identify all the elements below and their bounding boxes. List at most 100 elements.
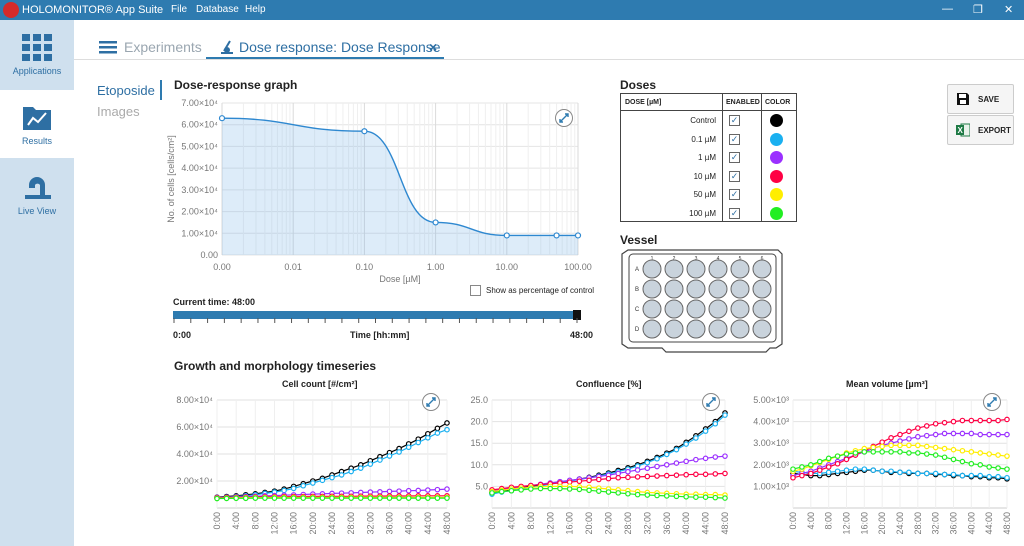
hamburger-icon[interactable] (99, 40, 117, 54)
x-tick-label: 20:00 (308, 512, 318, 535)
export-button[interactable]: X EXPORT (947, 115, 1014, 145)
series-point (498, 488, 505, 495)
mean-volume-title: Mean volume [µm³] (846, 379, 928, 389)
series-point (941, 430, 948, 437)
expand-mean-volume-icon[interactable] (983, 393, 1001, 411)
well (642, 259, 662, 279)
time-slider-handle[interactable] (573, 310, 581, 320)
time-axis-label: Time [hh:mm] (350, 330, 410, 340)
series-point (329, 495, 335, 501)
close-window-icon[interactable]: ✕ (1004, 4, 1014, 16)
dose-enabled-checkbox[interactable]: ✓ (729, 115, 740, 126)
series-point (995, 473, 1001, 480)
menu-help[interactable]: Help (245, 4, 266, 15)
dose-enabled-checkbox[interactable]: ✓ (729, 170, 740, 182)
series-point (941, 419, 948, 426)
x-tick-label: 24:00 (604, 512, 614, 535)
tab-bar: Experiments Dose response: Dose Response… (74, 20, 1024, 60)
sidebar-item-results[interactable]: Results (0, 90, 74, 158)
dose-color-swatch[interactable] (770, 188, 783, 201)
x-tick-label: 48:00 (1002, 512, 1012, 535)
x-tick-label: 40:00 (681, 512, 691, 535)
series-point (722, 453, 728, 459)
series-point (915, 450, 921, 456)
series-point (977, 462, 984, 468)
time-slider-track[interactable] (173, 311, 581, 319)
dose-color-swatch[interactable] (770, 132, 783, 146)
x-tick-label: 24:00 (895, 512, 905, 535)
series-point (663, 462, 670, 468)
microscope-icon (25, 177, 51, 199)
y-tick-label: 6.00×10⁴ (181, 120, 218, 130)
series-point (625, 468, 631, 475)
dose-enabled-checkbox[interactable]: ✓ (729, 152, 740, 163)
dose-color-swatch[interactable] (770, 151, 783, 164)
tab-experiments[interactable]: Experiments (124, 39, 202, 55)
series-point (654, 473, 660, 479)
save-button[interactable]: SAVE (947, 84, 1014, 114)
series-point (950, 446, 957, 453)
series-point (799, 464, 805, 470)
series-point (790, 474, 796, 481)
series-point (986, 431, 992, 438)
series-point (825, 464, 832, 470)
series-point (834, 468, 841, 475)
series-point (405, 444, 412, 451)
series-point (444, 420, 450, 426)
series-point (986, 417, 992, 424)
tab-dose-response[interactable]: Dose response: Dose Response (239, 39, 441, 55)
series-point (977, 417, 984, 424)
series-point (615, 490, 622, 496)
series-point (654, 463, 660, 470)
dose-enabled-checkbox[interactable]: ✓ (729, 189, 740, 200)
series-point (262, 495, 268, 501)
expand-chart-icon[interactable] (555, 109, 573, 127)
close-tab-icon[interactable]: × (429, 39, 438, 55)
well (752, 319, 772, 339)
y-tick-label: 1.00×10³ (753, 481, 789, 491)
apps-grid-icon (22, 34, 52, 61)
expand-confluence-icon[interactable] (702, 393, 720, 411)
series-point (712, 420, 719, 427)
series-point (959, 430, 966, 437)
x-tick-label: 32:00 (931, 512, 941, 535)
sidebar-item-applications[interactable]: Applications (0, 20, 74, 88)
series-point (799, 472, 805, 479)
expand-cell-count-icon[interactable] (422, 393, 440, 411)
series-point (870, 449, 877, 455)
series-point (986, 451, 992, 457)
series-point (396, 495, 402, 501)
dose-color-swatch[interactable] (770, 114, 783, 127)
dose-graph-title: Dose-response graph (174, 78, 298, 92)
y-tick-label: 10.0 (470, 460, 488, 470)
well (708, 299, 728, 319)
x-tick-label: 1.00 (427, 262, 445, 272)
series-point (444, 495, 450, 501)
series-point (683, 441, 689, 447)
minimize-icon[interactable]: — (942, 3, 953, 15)
dose-enabled-checkbox[interactable]: ✓ (729, 133, 740, 145)
x-tick-label: 4:00 (806, 512, 816, 530)
dose-color-swatch[interactable] (770, 206, 783, 220)
series-point (932, 470, 939, 477)
menu-database[interactable]: Database (196, 4, 239, 15)
series-point (281, 495, 287, 501)
menu-file[interactable]: File (171, 4, 188, 15)
y-tick-label: 4.00×10⁴ (181, 163, 218, 173)
cell-count-chart: 2.00×10⁴ 4.00×10⁴ 6.00×10⁴ 8.00×10⁴ 0:00 4:00… (176, 395, 452, 535)
subnav-etoposide[interactable]: Etoposide (97, 83, 155, 98)
sidebar-item-live-view[interactable]: Live View (0, 160, 74, 228)
show-percentage-checkbox[interactable] (470, 285, 481, 296)
series-point (950, 456, 957, 463)
dose-enabled-checkbox[interactable]: ✓ (729, 207, 740, 219)
x-tick-label: 8:00 (250, 512, 260, 530)
well (664, 259, 684, 279)
dose-color-swatch[interactable] (770, 169, 783, 183)
subnav-images[interactable]: Images (97, 104, 140, 119)
restore-icon[interactable]: ❐ (973, 4, 983, 16)
series-point (367, 461, 374, 467)
series-point (405, 487, 412, 494)
well (730, 259, 750, 279)
vessel-plate[interactable]: 1 2 3 4 5 6 A B C D (620, 248, 785, 353)
series-point (906, 442, 912, 449)
